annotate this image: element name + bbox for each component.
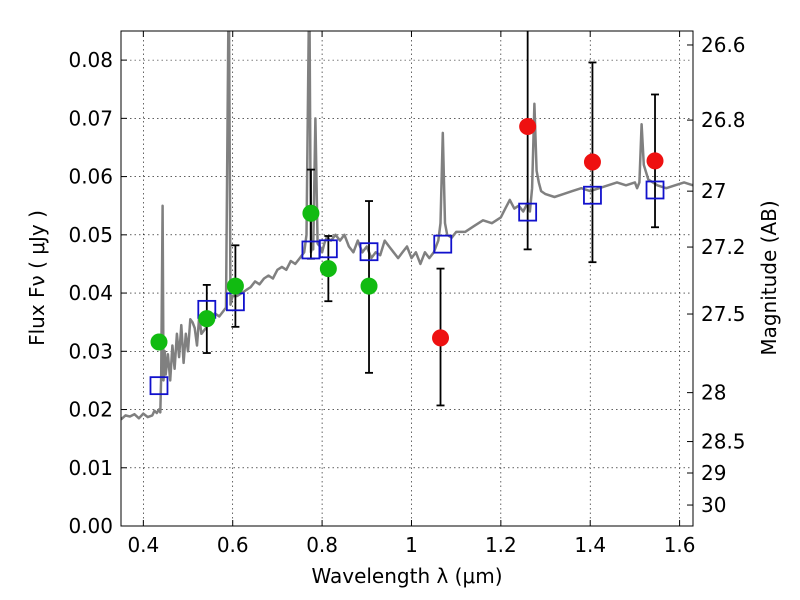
- y-axis-label: Flux Fν ( μJy ): [25, 210, 49, 346]
- x-axis-label: Wavelength λ (μm): [311, 564, 502, 588]
- model-photometry-marker: [149, 376, 169, 396]
- y-tick-label: 0.06: [68, 165, 113, 189]
- model-photometry-marker: [433, 234, 453, 254]
- y2-tick-label: 27.5: [701, 302, 746, 326]
- y-tick-label: 0.08: [68, 48, 113, 72]
- y2-tick-label: 26.6: [701, 33, 746, 57]
- y2-tick-label: 26.8: [701, 108, 746, 132]
- y-tick-label: 0.04: [68, 281, 113, 305]
- observed-green-marker: [319, 260, 337, 278]
- axes: 0.4 0.6 0.8 1 1.2 1.4 1.6 0.00 0.01 0.02 0.03 0.04 0…: [68, 31, 746, 557]
- y-tick-label: 0.02: [68, 398, 113, 422]
- x-tick-label: 0.6: [217, 533, 249, 557]
- y2-tick-label: 27.2: [701, 235, 746, 259]
- observed-green-marker: [360, 277, 378, 295]
- model-photometry-marker: [359, 242, 379, 262]
- x-tick-label: 0.4: [127, 533, 159, 557]
- model-photometry-marker: [318, 239, 338, 259]
- y-tick-label: 0.00: [68, 514, 113, 538]
- model-spectrum-line: [121, 31, 693, 421]
- x-tick-label: 1.6: [664, 533, 696, 557]
- observed-green-marker: [198, 310, 216, 328]
- x-tick-label: 1.4: [574, 533, 606, 557]
- y2-axis-label: Magnitude (AB): [757, 200, 781, 355]
- y-tick-label: 0.01: [68, 456, 113, 480]
- y-tick-label: 0.07: [68, 106, 113, 130]
- observed-red-marker: [583, 153, 601, 171]
- y-tick-label: 0.03: [68, 339, 113, 363]
- x-tick-label: 0.8: [306, 533, 338, 557]
- y2-tick-label: 30: [701, 493, 726, 517]
- x-tick-label: 1.2: [485, 533, 517, 557]
- observed-red-marker: [519, 118, 537, 136]
- y2-tick-label: 29: [701, 461, 726, 485]
- model-photometry-marker: [645, 180, 665, 200]
- plot-area: [121, 31, 693, 421]
- plot-frame: [120, 30, 694, 527]
- observed-red-marker: [432, 329, 450, 347]
- model-photometry-marker: [518, 202, 538, 222]
- observed-green-marker: [302, 204, 320, 222]
- observed-green-marker: [226, 277, 244, 295]
- y-tick-label: 0.05: [68, 223, 113, 247]
- observed-red-marker: [646, 152, 664, 170]
- x-tick-label: 1: [405, 533, 418, 557]
- y2-tick-label: 27: [701, 179, 726, 203]
- y2-tick-label: 28: [701, 381, 726, 405]
- model-photometry-marker: [583, 185, 602, 205]
- y2-tick-label: 28.5: [701, 430, 746, 454]
- observed-green-marker: [150, 333, 168, 351]
